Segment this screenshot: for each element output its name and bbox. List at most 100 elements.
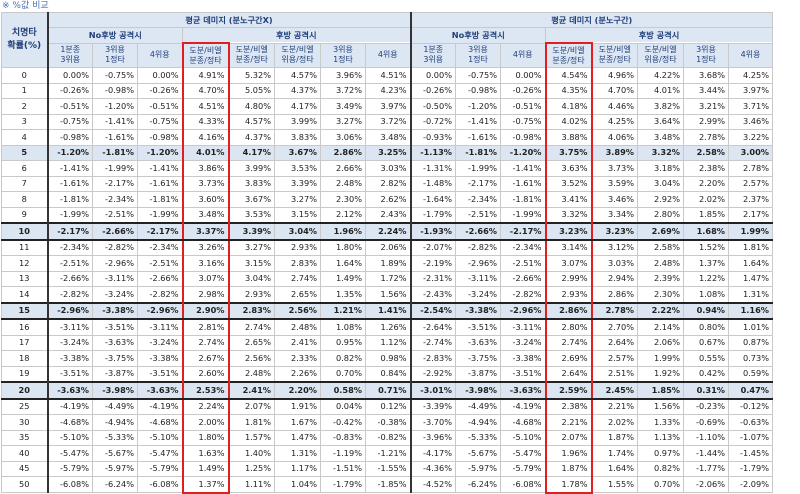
value-cell: 3.04%	[637, 175, 684, 192]
value-cell: 1.22%	[683, 270, 729, 287]
value-cell: 2.48%	[637, 255, 684, 272]
value-cell: -2.09%	[728, 476, 773, 493]
value-cell: -3.63%	[455, 334, 501, 351]
col-header-b-3: 도분/비엘 분종/정타	[544, 42, 593, 68]
value-cell: -3.63%	[92, 334, 138, 351]
value-cell: 1.64%	[320, 255, 366, 272]
value-cell: 2.21%	[591, 398, 638, 415]
value-cell: -3.98%	[92, 381, 138, 400]
value-cell: 2.65%	[228, 334, 275, 351]
value-cell: 2.99%	[683, 113, 729, 130]
value-cell: 3.18%	[637, 160, 684, 177]
value-cell: 2.53%	[181, 381, 230, 400]
value-cell: 0.84%	[365, 365, 412, 383]
table-row: 13 -2.66% -3.11% -2.66% 3.07% 3.04% 2.74% 1.49%…	[1, 270, 773, 287]
value-cell: -4.68%	[500, 414, 546, 431]
value-cell: -1.99%	[455, 160, 501, 177]
col-header-line: 1정타	[333, 55, 353, 65]
value-cell: 2.12%	[320, 206, 366, 224]
value-cell: 1.99%	[637, 350, 684, 367]
subgroup-no-rear-a: No후방 공격시	[47, 27, 183, 44]
value-cell: -0.98%	[47, 129, 93, 146]
value-cell: 4.37%	[274, 82, 321, 99]
value-cell: 1.04%	[274, 476, 321, 493]
group-header-rage: 평균 데미지 (분노구간)	[410, 12, 773, 28]
value-cell: 3.72%	[365, 113, 412, 130]
value-cell: 3.48%	[181, 206, 230, 224]
value-cell: -0.26%	[410, 82, 456, 99]
value-cell: 4.23%	[365, 82, 412, 99]
value-cell: -6.24%	[92, 476, 138, 493]
value-cell: 1.37%	[683, 255, 729, 272]
value-cell: 4.18%	[544, 98, 593, 115]
value-cell: -2.17%	[455, 175, 501, 192]
value-cell: 1.55%	[591, 476, 638, 493]
value-cell: 0.97%	[637, 445, 684, 462]
value-cell: 1.63%	[181, 445, 230, 462]
value-cell: 3.52%	[544, 175, 593, 192]
value-cell: 3.64%	[637, 113, 684, 130]
value-cell: 3.15%	[228, 255, 275, 272]
col-header-b-0: 1분종 3위용	[410, 42, 456, 68]
value-cell: 2.81%	[181, 318, 230, 336]
value-cell: 2.56%	[228, 350, 275, 367]
value-cell: 1.01%	[728, 318, 773, 336]
value-cell: -3.38%	[500, 350, 546, 367]
value-cell: -3.51%	[137, 365, 183, 383]
value-cell: -3.63%	[500, 381, 546, 400]
value-cell: -2.96%	[500, 301, 546, 320]
value-cell: 3.27%	[320, 113, 366, 130]
crit-header-line2: 확률(%)	[7, 41, 42, 51]
value-cell: 2.94%	[591, 270, 638, 287]
value-cell: -5.47%	[47, 445, 93, 462]
value-cell: 2.70%	[591, 318, 638, 336]
value-cell: 3.26%	[181, 239, 230, 256]
value-cell: 2.26%	[274, 365, 321, 383]
value-cell: 3.12%	[591, 239, 638, 256]
crit-rate-cell: 8	[1, 191, 49, 208]
value-cell: -3.24%	[455, 286, 501, 303]
value-cell: -2.92%	[410, 365, 456, 383]
crit-rate-cell: 20	[1, 381, 49, 400]
crit-rate-cell: 4	[1, 129, 49, 146]
value-cell: 1.72%	[365, 270, 412, 287]
value-cell: -4.52%	[410, 476, 456, 493]
value-cell: 5.32%	[228, 67, 275, 84]
value-cell: 1.08%	[683, 286, 729, 303]
value-cell: 3.48%	[637, 129, 684, 146]
value-cell: 1.64%	[728, 255, 773, 272]
crit-rate-cell: 18	[1, 350, 49, 367]
value-cell: -2.96%	[47, 301, 93, 320]
value-cell: 2.21%	[544, 414, 593, 431]
value-cell: 3.97%	[365, 98, 412, 115]
value-cell: -1.20%	[92, 98, 138, 115]
value-cell: 5.05%	[228, 82, 275, 99]
value-cell: -3.38%	[92, 301, 138, 320]
value-cell: 4.57%	[274, 67, 321, 84]
value-cell: -2.82%	[455, 239, 501, 256]
crit-rate-cell: 1	[1, 82, 49, 99]
table-row: 30 -4.68% -4.94% -4.68% 2.00% 1.81% 1.67% -0.42…	[1, 414, 773, 431]
value-cell: 4.91%	[181, 67, 230, 84]
col-header-line: 도분/비엘	[552, 45, 585, 55]
value-cell: 3.46%	[728, 113, 773, 130]
value-cell: 2.17%	[728, 206, 773, 224]
value-cell: 2.58%	[637, 239, 684, 256]
value-cell: -3.24%	[47, 334, 93, 351]
value-cell: 4.17%	[228, 144, 275, 161]
crit-rate-cell: 10	[1, 222, 49, 241]
col-header-line: 분종/정타	[598, 55, 631, 65]
value-cell: 0.71%	[365, 381, 412, 400]
value-cell: 1.96%	[320, 222, 366, 241]
value-cell: 3.83%	[228, 175, 275, 192]
table-row: 19 -3.51% -3.87% -3.51% 2.60% 2.48% 2.26% 0.70%…	[1, 365, 773, 383]
value-cell: 3.06%	[320, 129, 366, 146]
value-cell: 2.93%	[228, 286, 275, 303]
value-cell: 2.93%	[274, 239, 321, 256]
value-cell: 4.06%	[591, 129, 638, 146]
value-cell: -5.67%	[455, 445, 501, 462]
value-cell: -2.82%	[137, 286, 183, 303]
value-cell: 1.92%	[637, 365, 684, 383]
value-cell: 4.01%	[637, 82, 684, 99]
value-cell: -4.68%	[47, 414, 93, 431]
